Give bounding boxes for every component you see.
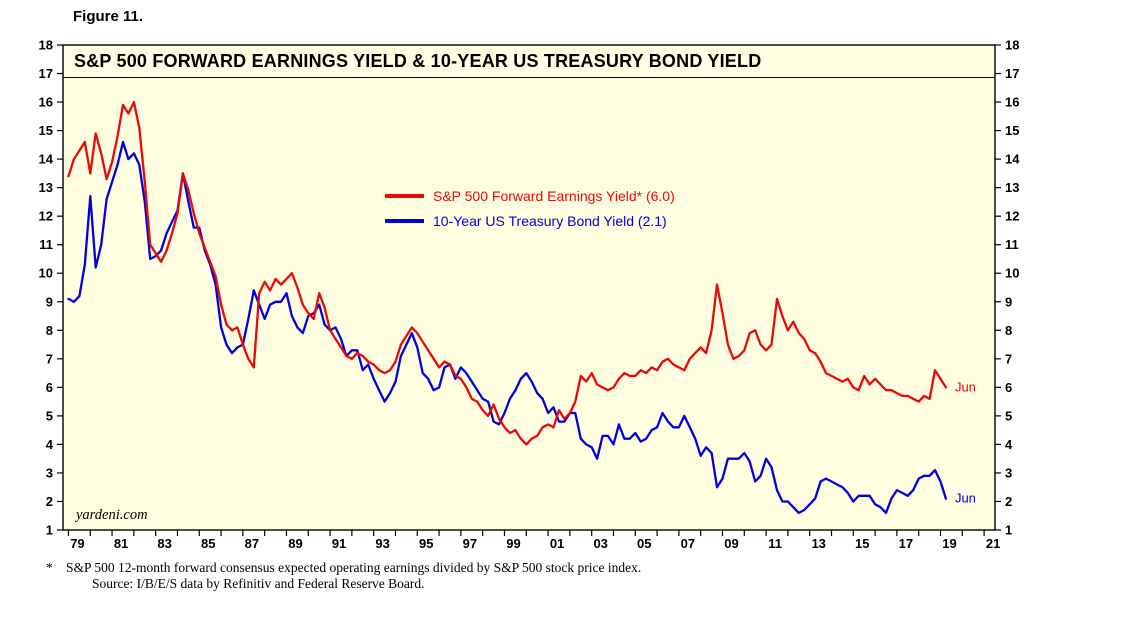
y-axis-label-right: 13 — [1005, 180, 1019, 195]
y-axis-label-right: 4 — [1005, 437, 1013, 452]
x-axis-label: 85 — [201, 536, 215, 551]
y-axis-label-left: 2 — [46, 494, 53, 509]
x-axis-label: 87 — [245, 536, 259, 551]
x-axis-label: 13 — [811, 536, 825, 551]
x-axis-label: 97 — [463, 536, 477, 551]
series-end-label-treasury-bond-yield: Jun — [955, 491, 976, 506]
x-axis-label: 99 — [506, 536, 520, 551]
x-axis-label: 15 — [855, 536, 869, 551]
chart-title: S&P 500 FORWARD EARNINGS YIELD & 10-YEAR… — [74, 51, 761, 71]
x-axis-label: 83 — [157, 536, 171, 551]
watermark: yardeni.com — [74, 507, 148, 523]
x-axis-label: 07 — [681, 536, 695, 551]
x-axis-label: 89 — [288, 536, 302, 551]
footnote-asterisk: * — [46, 560, 53, 575]
legend-label-forward-earnings-yield: S&P 500 Forward Earnings Yield* (6.0) — [433, 188, 675, 204]
y-axis-label-left: 6 — [46, 380, 53, 395]
y-axis-label-left: 5 — [46, 408, 53, 423]
plot-background — [62, 44, 996, 531]
y-axis-label-left: 12 — [39, 209, 53, 224]
y-axis-label-left: 18 — [39, 38, 53, 53]
y-axis-label-left: 11 — [39, 237, 53, 252]
series-end-label-forward-earnings-yield: Jun — [955, 379, 976, 394]
series-line-treasury-bond-yield — [67, 140, 948, 515]
y-axis-label-left: 10 — [39, 266, 53, 281]
y-axis-label-left: 15 — [39, 123, 53, 138]
x-axis-label: 93 — [375, 536, 389, 551]
y-axis-label-left: 13 — [39, 180, 53, 195]
legend: S&P 500 Forward Earnings Yield* (6.0) 10… — [385, 188, 675, 229]
y-axis-label-right: 15 — [1005, 123, 1019, 138]
y-axis-label-right: 18 — [1005, 38, 1019, 53]
x-axis-label: 03 — [593, 536, 607, 551]
series-lines — [67, 100, 948, 515]
x-axis-label: 81 — [114, 536, 128, 551]
figure-label: Figure 11. — [73, 8, 144, 25]
footnote-line1: S&P 500 12-month forward consensus expec… — [66, 560, 642, 575]
y-axis-label-left: 4 — [46, 437, 54, 452]
y-axis-label-left: 8 — [46, 323, 53, 338]
footnote-source: Source: I/B/E/S data by Refinitiv and Fe… — [92, 576, 425, 591]
x-axis-label: 05 — [637, 536, 651, 551]
series-end-labels: Jun Jun — [955, 379, 976, 505]
y-axis-label-right: 3 — [1005, 465, 1012, 480]
y-axis-label-right: 5 — [1005, 408, 1012, 423]
y-axis-label-right: 8 — [1005, 323, 1012, 338]
x-axis-label: 09 — [724, 536, 738, 551]
y-axis-label-right: 1 — [1005, 523, 1012, 538]
y-axis-label-left: 1 — [46, 523, 53, 538]
y-axis-label-right: 14 — [1005, 152, 1020, 167]
y-axis-label-right: 12 — [1005, 209, 1019, 224]
legend-label-treasury-bond-yield: 10-Year US Treasury Bond Yield (2.1) — [433, 213, 667, 229]
series-line-forward-earnings-yield — [67, 100, 948, 446]
y-axis-label-right: 16 — [1005, 95, 1019, 110]
footnote: * S&P 500 12-month forward consensus exp… — [46, 560, 641, 592]
y-axis-label-right: 11 — [1005, 237, 1019, 252]
x-axis-label: 01 — [550, 536, 564, 551]
y-axis-label-left: 3 — [46, 465, 53, 480]
x-axis-label: 95 — [419, 536, 433, 551]
y-axis-label-right: 9 — [1005, 294, 1012, 309]
footnote-lines: S&P 500 12-month forward consensus expec… — [66, 560, 641, 592]
y-axis-label-right: 7 — [1005, 351, 1012, 366]
y-axis-label-right: 17 — [1005, 66, 1019, 81]
x-axis-label: 91 — [332, 536, 346, 551]
x-axis-label: 21 — [986, 536, 1000, 551]
y-axis-label-right: 6 — [1005, 380, 1012, 395]
axis-ticks — [57, 44, 1001, 536]
y-axis-label-left: 16 — [39, 95, 53, 110]
x-axis-label: 19 — [942, 536, 956, 551]
x-axis-label: 79 — [70, 536, 84, 551]
y-axis-label-right: 10 — [1005, 266, 1019, 281]
y-axis-label-left: 14 — [39, 152, 54, 167]
x-axis-label: 11 — [768, 536, 782, 551]
y-axis-label-left: 17 — [39, 66, 53, 81]
y-axis-label-left: 7 — [46, 351, 53, 366]
y-axis-label-right: 2 — [1005, 494, 1012, 509]
y-axis-label-left: 9 — [46, 294, 53, 309]
x-axis-label: 17 — [899, 536, 913, 551]
